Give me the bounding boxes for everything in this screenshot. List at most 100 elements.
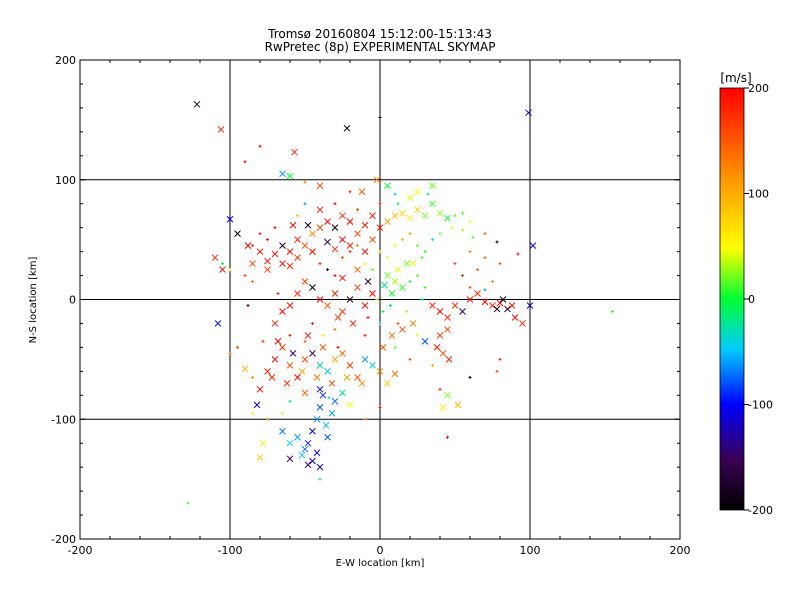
data-point bbox=[396, 321, 400, 325]
data-point bbox=[298, 367, 306, 375]
data-point bbox=[246, 303, 250, 307]
data-point bbox=[421, 212, 429, 220]
data-point-stroke bbox=[313, 373, 321, 381]
data-point bbox=[266, 417, 269, 421]
data-point bbox=[391, 370, 399, 378]
data-point bbox=[279, 170, 286, 178]
data-point-stroke bbox=[291, 148, 298, 156]
colorbar-tick-label: 0 bbox=[748, 293, 755, 306]
data-point-stroke bbox=[304, 332, 312, 339]
data-point bbox=[193, 100, 201, 108]
data-point-stroke bbox=[301, 278, 309, 285]
data-point bbox=[281, 411, 284, 415]
colorbar-tick-label: -100 bbox=[748, 399, 773, 412]
data-point bbox=[301, 278, 309, 285]
data-point bbox=[264, 367, 271, 375]
data-point bbox=[436, 308, 444, 315]
data-point bbox=[324, 433, 331, 441]
data-point-stroke bbox=[499, 296, 507, 303]
data-point bbox=[271, 250, 279, 258]
data-point bbox=[361, 302, 369, 309]
data-point-stroke bbox=[324, 367, 331, 375]
data-point bbox=[436, 209, 444, 217]
data-point-stroke bbox=[289, 350, 297, 357]
data-point-stroke bbox=[294, 236, 301, 243]
data-point bbox=[471, 235, 475, 239]
data-point bbox=[326, 268, 329, 272]
data-point-stroke bbox=[324, 238, 331, 246]
data-point-stroke bbox=[369, 290, 376, 297]
data-point-stroke bbox=[444, 391, 451, 399]
data-point bbox=[354, 373, 361, 381]
data-point bbox=[423, 286, 427, 290]
data-point bbox=[316, 224, 324, 232]
data-point bbox=[279, 242, 286, 249]
data-point-stroke bbox=[279, 242, 286, 249]
data-point bbox=[361, 221, 369, 229]
data-point-stroke bbox=[324, 218, 331, 226]
data-point-stroke bbox=[316, 403, 324, 411]
data-point bbox=[288, 399, 292, 403]
colorbar-tick-label: -200 bbox=[748, 504, 773, 517]
data-point bbox=[253, 401, 261, 409]
data-point bbox=[217, 126, 225, 133]
data-point bbox=[286, 262, 294, 270]
data-point bbox=[328, 379, 336, 387]
data-point bbox=[279, 260, 286, 267]
data-point-stroke bbox=[361, 221, 369, 229]
data-point-stroke bbox=[279, 170, 286, 178]
data-point bbox=[221, 262, 224, 266]
data-point-stroke bbox=[271, 250, 279, 258]
data-point-stroke bbox=[244, 242, 252, 249]
data-point-stroke bbox=[384, 272, 391, 279]
data-point bbox=[341, 256, 344, 260]
data-point bbox=[388, 290, 396, 297]
data-point-stroke bbox=[504, 305, 511, 313]
colorbar-tick-label: 100 bbox=[748, 188, 769, 201]
y-tick-label: 100 bbox=[55, 174, 76, 187]
data-point bbox=[356, 208, 359, 212]
data-point bbox=[286, 455, 294, 463]
data-point bbox=[461, 274, 464, 278]
data-point-stroke bbox=[444, 214, 451, 222]
data-point bbox=[356, 244, 359, 248]
data-point bbox=[271, 320, 279, 327]
y-tick-label: -100 bbox=[51, 413, 76, 426]
data-point bbox=[313, 415, 321, 423]
y-tick-label: -200 bbox=[51, 533, 76, 546]
data-point-stroke bbox=[328, 379, 336, 387]
data-point-stroke bbox=[376, 367, 384, 375]
data-point bbox=[279, 344, 286, 351]
data-point-stroke bbox=[354, 266, 361, 273]
data-point-stroke bbox=[271, 320, 279, 327]
data-point bbox=[322, 421, 330, 429]
data-point bbox=[421, 338, 429, 345]
data-point-stroke bbox=[193, 100, 201, 108]
data-point-stroke bbox=[334, 314, 342, 321]
data-point-stroke bbox=[309, 457, 316, 465]
colorbar-label: [m/s] bbox=[720, 71, 751, 85]
data-point-stroke bbox=[316, 362, 324, 369]
data-point-stroke bbox=[346, 296, 354, 303]
data-point-stroke bbox=[271, 356, 279, 363]
data-point-stroke bbox=[301, 389, 309, 397]
data-point bbox=[336, 345, 340, 349]
data-point bbox=[461, 211, 464, 215]
data-point-stroke bbox=[409, 320, 417, 327]
data-point bbox=[504, 305, 511, 313]
data-point bbox=[481, 298, 489, 306]
grid-lines bbox=[80, 60, 680, 539]
data-point bbox=[303, 180, 307, 184]
data-point bbox=[313, 449, 321, 457]
data-point bbox=[264, 266, 271, 273]
x-axis-label: E-W location [km] bbox=[336, 558, 425, 569]
data-point-stroke bbox=[403, 260, 411, 267]
data-point bbox=[333, 274, 337, 278]
data-point-stroke bbox=[301, 356, 309, 363]
data-point bbox=[358, 379, 366, 387]
data-point bbox=[301, 356, 309, 363]
data-point bbox=[331, 397, 339, 405]
data-point bbox=[426, 192, 430, 196]
data-point-stroke bbox=[313, 449, 321, 457]
data-point bbox=[324, 302, 331, 309]
